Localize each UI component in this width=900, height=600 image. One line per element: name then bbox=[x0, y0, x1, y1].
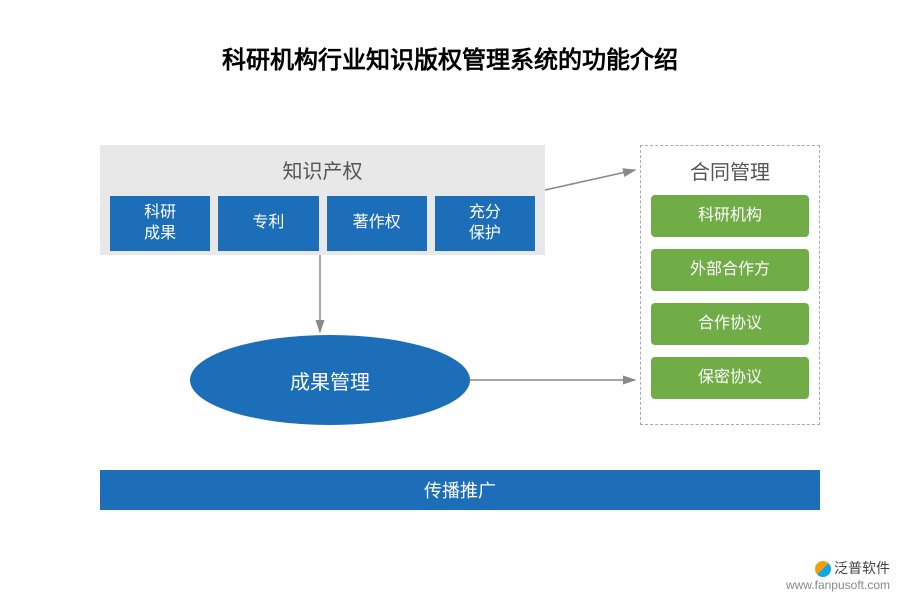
ip-item-1: 专利 bbox=[218, 196, 318, 251]
ip-items: 科研成果 专利 著作权 充分保护 bbox=[110, 196, 535, 251]
watermark-brand: 泛普软件 bbox=[834, 560, 890, 576]
contract-item-2: 合作协议 bbox=[651, 303, 809, 345]
ip-item-2: 著作权 bbox=[327, 196, 427, 251]
bottom-bar: 传播推广 bbox=[100, 470, 820, 510]
watermark-url: www.fanpusoft.com bbox=[786, 578, 890, 592]
ip-item-0: 科研成果 bbox=[110, 196, 210, 251]
contract-box: 合同管理 科研机构 外部合作方 合作协议 保密协议 bbox=[640, 145, 820, 425]
contract-box-title: 合同管理 bbox=[651, 156, 809, 185]
contract-item-0: 科研机构 bbox=[651, 195, 809, 237]
logo-icon bbox=[815, 561, 831, 577]
ip-item-3: 充分保护 bbox=[435, 196, 535, 251]
arrow-ip-to-contract bbox=[545, 170, 635, 190]
ip-box-title: 知识产权 bbox=[110, 155, 535, 184]
page-title: 科研机构行业知识版权管理系统的功能介绍 bbox=[0, 40, 900, 75]
watermark: 泛普软件 www.fanpusoft.com bbox=[786, 558, 890, 592]
ip-box: 知识产权 科研成果 专利 著作权 充分保护 bbox=[100, 145, 545, 255]
contract-items: 科研机构 外部合作方 合作协议 保密协议 bbox=[651, 195, 809, 399]
contract-item-1: 外部合作方 bbox=[651, 249, 809, 291]
result-ellipse: 成果管理 bbox=[190, 335, 470, 425]
contract-item-3: 保密协议 bbox=[651, 357, 809, 399]
